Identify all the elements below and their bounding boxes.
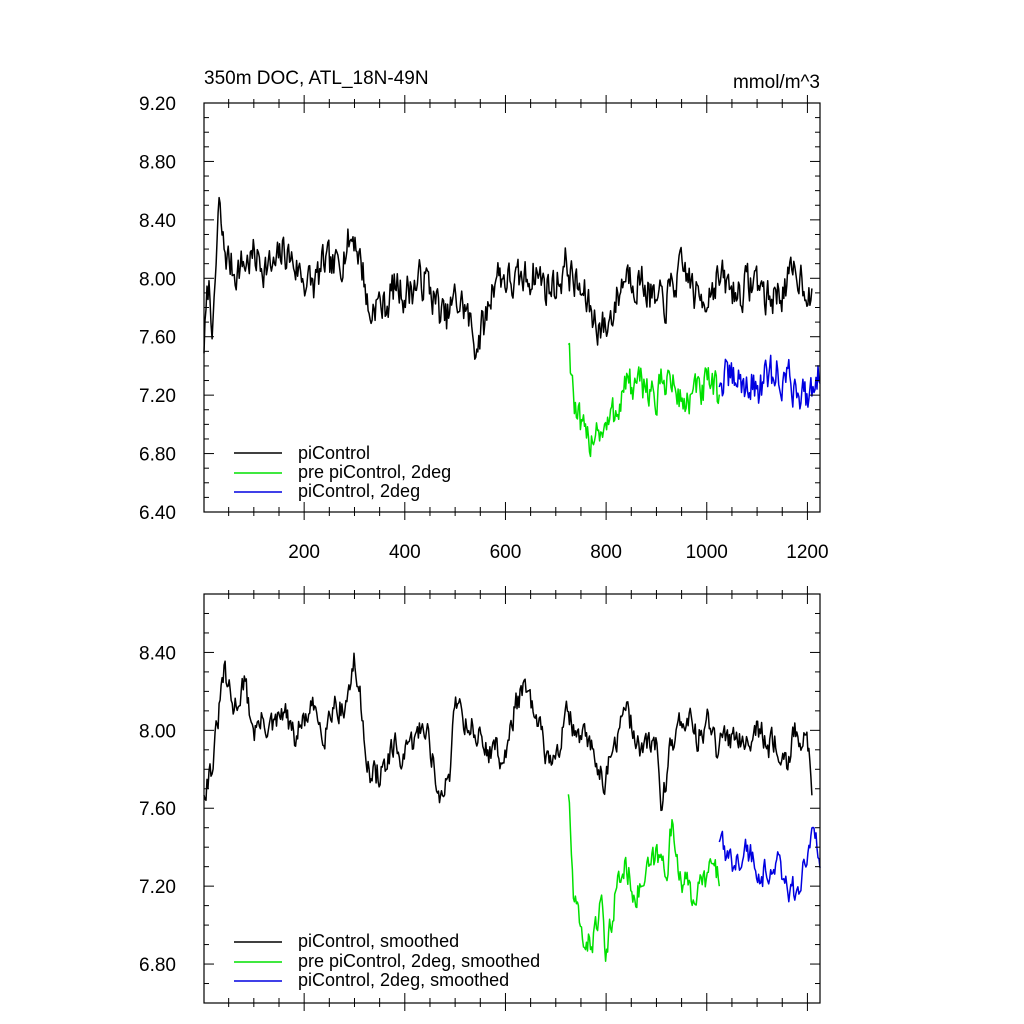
y-tick-label: 7.20 <box>139 386 176 407</box>
ticks-bottom <box>204 586 820 1011</box>
y-tick-label: 9.20 <box>139 94 176 115</box>
legend-label: pre piControl, 2deg, smoothed <box>298 951 540 971</box>
series-line <box>567 342 721 458</box>
y-tick-label: 8.80 <box>139 152 176 173</box>
series-line <box>203 652 813 812</box>
panel-top: 350m DOC, ATL_18N-49N mmol/m^3 6.40 6.80… <box>139 68 829 563</box>
y-tick-label: 8.00 <box>139 721 176 742</box>
x-tick-labels-top: 200 400 600 800 1000 1200 <box>288 542 828 563</box>
legend-top: piControl pre piControl, 2deg piControl,… <box>234 443 451 501</box>
x-tick-label: 800 <box>590 542 622 563</box>
x-tick-label: 1000 <box>686 542 728 563</box>
x-tick-label: 600 <box>490 542 522 563</box>
plot-frame-bottom <box>203 593 821 1004</box>
chart-title: 350m DOC, ATL_18N-49N <box>204 68 429 89</box>
legend-bottom: piControl, smoothed pre piControl, 2deg,… <box>234 931 540 990</box>
y-tick-label: 8.40 <box>139 211 176 232</box>
legend-label: piControl, smoothed <box>298 931 459 951</box>
series-line <box>718 826 821 903</box>
series-line <box>567 794 721 962</box>
legend-label: pre piControl, 2deg <box>298 462 451 482</box>
legend-label: piControl, 2deg, smoothed <box>298 970 509 990</box>
panel-bottom: 6.80 7.20 7.60 8.00 8.40 piControl, smoo… <box>139 586 821 1011</box>
series-group-bottom <box>203 652 821 962</box>
plot-frame-top <box>203 102 821 513</box>
y-tick-label: 7.20 <box>139 877 176 898</box>
y-tick-label: 7.60 <box>139 799 176 820</box>
x-tick-label: 400 <box>389 542 421 563</box>
y-tick-label: 8.00 <box>139 269 176 290</box>
legend-label: piControl <box>298 443 370 463</box>
x-tick-label: 1200 <box>786 542 828 563</box>
series-line <box>718 354 821 410</box>
y-tick-label: 6.40 <box>139 503 176 524</box>
y-tick-labels-bottom: 6.80 7.20 7.60 8.00 8.40 <box>139 643 176 976</box>
y-tick-labels-top: 6.40 6.80 7.20 7.60 8.00 8.40 8.80 9.20 <box>139 94 176 524</box>
series-line <box>203 196 813 360</box>
y-tick-label: 6.80 <box>139 445 176 466</box>
y-tick-label: 8.40 <box>139 643 176 664</box>
y-tick-label: 7.60 <box>139 328 176 349</box>
legend-label: piControl, 2deg <box>298 481 420 501</box>
units-label: mmol/m^3 <box>733 72 820 93</box>
ticks-top <box>204 95 820 520</box>
y-tick-label: 6.80 <box>139 955 176 976</box>
series-group-top <box>203 196 821 458</box>
x-tick-label: 200 <box>288 542 320 563</box>
